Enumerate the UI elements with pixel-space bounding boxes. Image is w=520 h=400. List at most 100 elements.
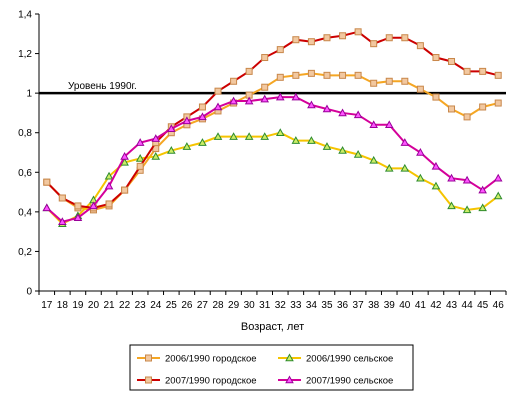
data-point [104,171,114,180]
x-tick-label: 21 [103,300,115,311]
series-group [42,28,503,227]
data-point [447,201,456,210]
data-point [74,202,82,210]
legend-item: 2007/1990 городское [137,376,257,387]
data-point [229,132,238,140]
data-point [151,134,161,142]
data-point [494,71,502,79]
x-axis-title: Возраст, лет [241,321,304,333]
data-point [245,67,253,75]
x-tick-label: 29 [228,300,240,311]
data-point [370,40,378,48]
data-point [354,71,362,79]
data-point [167,124,176,133]
data-point [230,77,238,85]
data-point [416,173,425,182]
data-point [338,108,347,117]
data-point [384,120,394,129]
data-point [261,54,269,62]
data-point [401,34,409,42]
y-tick-label: 1,2 [18,49,32,60]
data-point [182,116,192,125]
data-point [338,146,347,154]
x-tick-label: 43 [446,300,458,311]
series-line [46,131,499,225]
y-tick-label: 0,6 [18,168,32,179]
data-point [493,173,503,182]
legend-swatch-marker [145,376,152,384]
data-point [275,128,285,136]
x-axis: 17 18 19 20 21 22 23 24 25 26 27 28 29 30 31 32 33 34 35 36… [38,290,507,311]
x-tick-label: 22 [119,300,131,311]
legend-label: 2006/1990 сельское [306,354,393,365]
data-point [244,132,254,140]
data-point [322,142,332,150]
data-point [292,71,300,79]
data-point [73,213,83,222]
legend-box [129,344,414,391]
x-tick-label: 20 [88,300,100,311]
legend-swatch-marker [285,375,294,384]
data-point [198,112,207,121]
data-point [291,136,301,144]
data-point [260,132,270,140]
data-point [58,194,66,202]
data-point [353,110,363,119]
data-point [276,73,284,81]
x-tick-label: 26 [181,300,193,311]
data-point [431,161,441,170]
y-tick-label: 1,4 [18,10,32,21]
data-point [447,173,456,182]
data-point [120,151,129,160]
data-point [307,69,315,77]
data-point [105,200,113,208]
legend-label: 2007/1990 сельское [306,376,393,387]
y-tick-label: 0,4 [18,207,32,218]
data-point [307,136,316,144]
data-point [136,162,144,170]
data-point [89,201,98,210]
data-point [198,138,207,146]
x-tick-label: 24 [150,300,162,311]
data-point [478,203,487,212]
y-tick-label: 0,2 [18,247,32,258]
x-tick-label: 25 [166,300,178,311]
x-tick-label: 39 [384,300,396,311]
legend-swatch-marker [285,353,294,362]
legend-swatch-marker [145,354,152,362]
data-point [292,36,300,44]
data-point [276,46,284,54]
x-tick-label: 41 [415,300,427,311]
x-tick-label: 32 [275,300,287,311]
x-tick-label: 30 [244,300,256,311]
data-point [198,103,206,111]
data-point [339,32,347,40]
x-tick-label: 37 [353,300,365,311]
data-point [494,99,502,107]
data-point [275,92,285,101]
data-point [462,205,472,214]
data-point [432,54,440,62]
data-point [135,138,145,146]
y-tick-label: 0 [26,287,32,298]
series-2 [42,128,503,227]
data-point [213,132,223,140]
data-point [322,104,332,113]
data-point [244,96,254,105]
data-point [384,163,394,172]
data-point [369,120,378,129]
y-axis: 0 0,2 0,4 0,6 0,8 1 1,2 1,4 [18,10,40,298]
data-point [42,203,52,212]
x-tick-label: 46 [493,300,505,311]
data-point [307,100,316,109]
data-point [120,157,129,166]
data-point [369,155,378,164]
legend-item: 2006/1990 сельское [278,354,393,365]
data-point [416,85,424,93]
x-tick-label: 17 [41,300,53,311]
x-tick-label: 34 [306,300,318,311]
data-point [229,96,238,105]
data-point [167,146,176,154]
data-point [43,178,51,186]
data-point [385,34,393,42]
